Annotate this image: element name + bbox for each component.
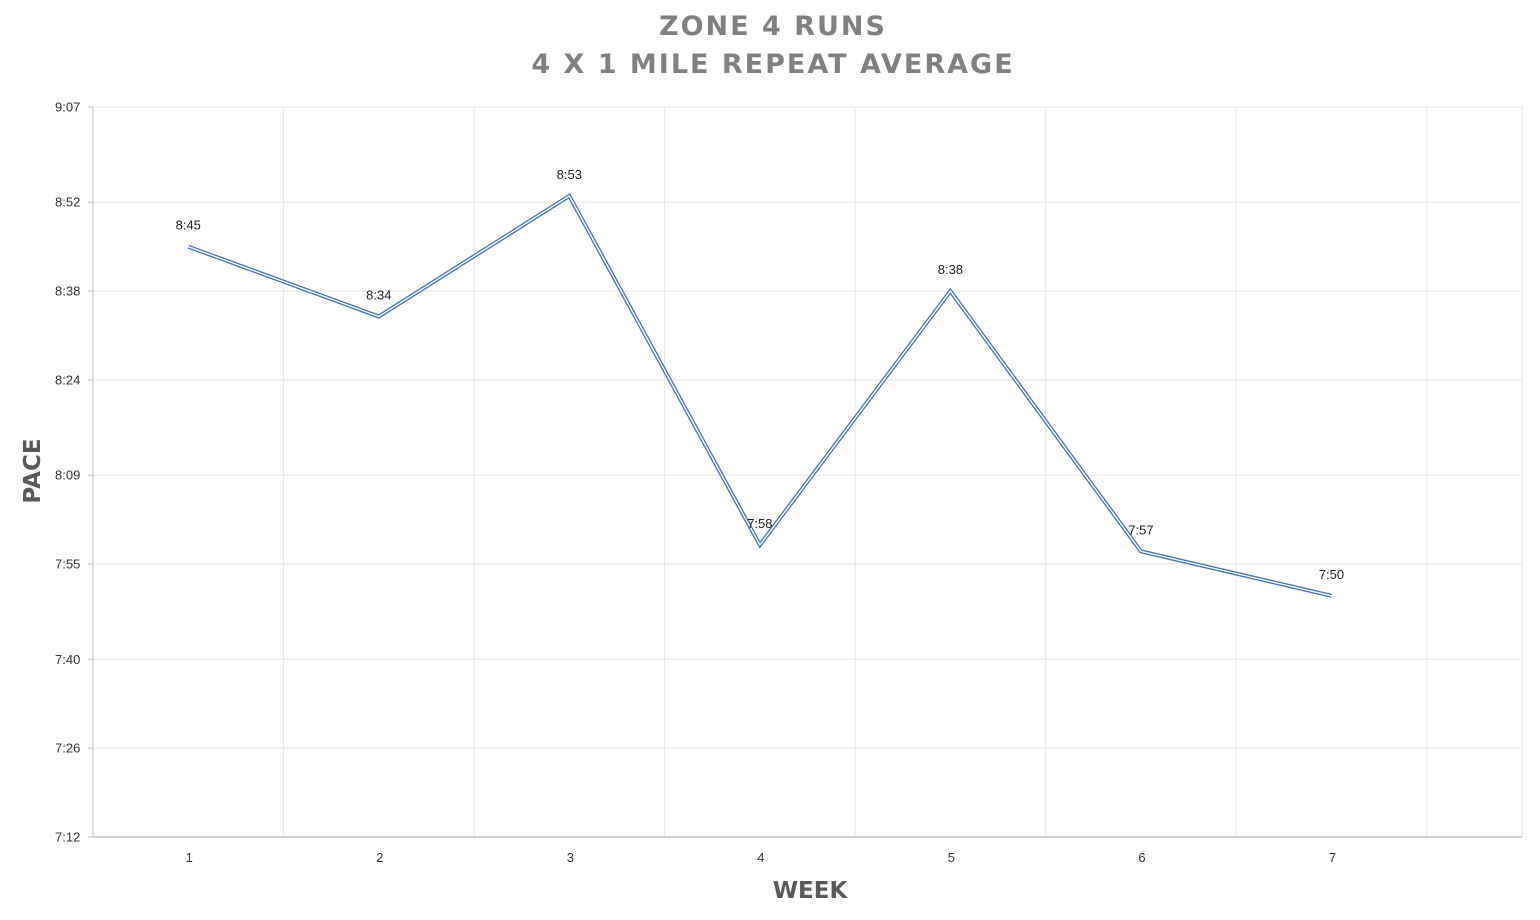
y-axis-title: PACE	[20, 438, 46, 503]
chart-title-block: ZONE 4 RUNS 4 X 1 MILE REPEAT AVERAGE	[0, 8, 1540, 84]
y-tick-label: 8:24	[55, 372, 80, 387]
chart-title: ZONE 4 RUNS	[659, 11, 887, 42]
x-tick-label: 2	[376, 850, 383, 865]
chart-subtitle: 4 X 1 MILE REPEAT AVERAGE	[531, 49, 1015, 80]
y-tick-label: 7:12	[55, 830, 80, 845]
x-tick-label: 1	[186, 850, 193, 865]
series-group	[187, 193, 1332, 598]
y-tick-label: 8:09	[55, 468, 80, 483]
y-tick-label: 7:40	[55, 652, 80, 667]
axes: 7:12 7:26 7:40 7:55 8:09 8:24 8:38 8:52 9:07 1 2 3 4…	[55, 100, 1522, 865]
data-label: 8:45	[176, 218, 201, 233]
x-axis-title: WEEK	[773, 878, 849, 904]
x-tick-label: 3	[567, 850, 574, 865]
y-tick-label: 9:07	[55, 100, 80, 115]
x-tick-label: 5	[948, 850, 955, 865]
y-tick-label: 7:55	[55, 557, 80, 572]
x-tick-label: 7	[1329, 850, 1336, 865]
x-tick-label: 6	[1138, 850, 1145, 865]
y-tick-label: 7:26	[55, 741, 80, 756]
data-labels: 8:45 8:34 8:53 7:58 8:38 7:57 7:50	[176, 167, 1345, 582]
y-tick-label: 8:38	[55, 284, 80, 299]
x-tick-label: 4	[757, 850, 764, 865]
data-label: 7:50	[1319, 567, 1344, 582]
grid	[93, 106, 1523, 837]
data-label: 7:57	[1128, 522, 1153, 537]
y-tick-label: 8:52	[55, 195, 80, 210]
series-line	[187, 193, 1332, 598]
data-label: 8:34	[366, 287, 391, 302]
data-label: 8:53	[557, 167, 582, 182]
data-label: 7:58	[747, 516, 772, 531]
series-line-inner	[188, 194, 1332, 597]
data-label: 8:38	[938, 262, 963, 277]
